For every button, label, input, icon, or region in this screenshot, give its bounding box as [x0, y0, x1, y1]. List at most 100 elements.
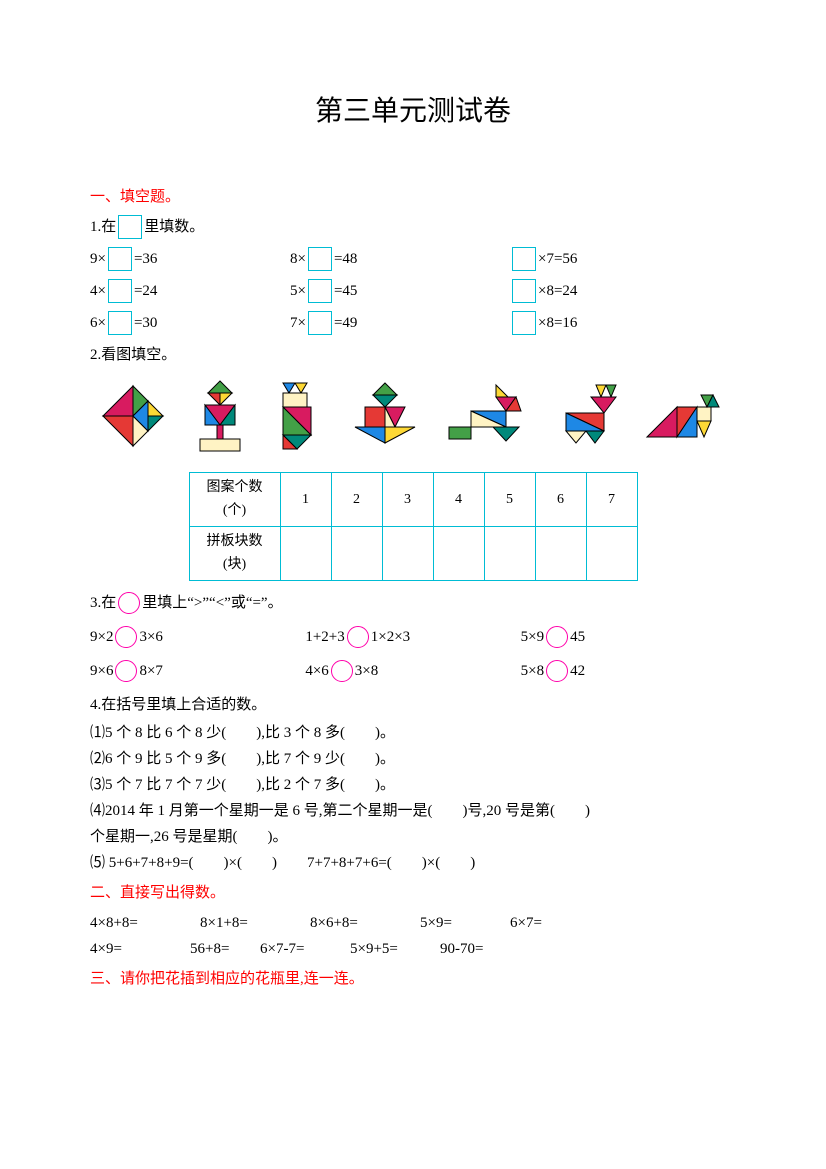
answer-box[interactable]	[512, 279, 536, 303]
tangram-swan	[641, 379, 731, 454]
calc-item: 4×8+8=	[90, 911, 200, 935]
table-row: 图案个数 (个) 1 2 3 4 5 6 7	[189, 473, 637, 527]
eq-pre: 9×	[90, 247, 106, 271]
col-h: 2	[331, 473, 382, 527]
calc-item: 6×7=	[510, 911, 590, 935]
cmp-left: 1+2+3	[305, 625, 344, 649]
q1-prompt-box	[118, 215, 142, 239]
col-h: 1	[280, 473, 331, 527]
equation-cell: ×8=16	[510, 311, 710, 335]
answer-circle[interactable]	[347, 626, 369, 648]
eq-pre: 4×	[90, 279, 106, 303]
q4-subline: ⑵6 个 9 比 5 个 9 多( ),比 7 个 9 少( )。	[90, 747, 736, 771]
cmp-left: 4×6	[305, 659, 328, 683]
answer-box[interactable]	[308, 247, 332, 271]
col-h: 6	[535, 473, 586, 527]
calc-item: 90-70=	[440, 937, 520, 961]
answer-box[interactable]	[108, 247, 132, 271]
tangram-fish	[95, 379, 175, 454]
blank-cell[interactable]	[331, 527, 382, 581]
blank-cell[interactable]	[382, 527, 433, 581]
q4-prompt: 4.在括号里填上合适的数。	[90, 693, 736, 717]
q1-prompt-b: 里填数。	[144, 219, 204, 235]
cmp-right: 45	[570, 625, 585, 649]
calc-item: 4×9=	[90, 937, 190, 961]
q3-prompt: 3.在里填上“>”“<”或“=”。	[90, 591, 736, 615]
calc-item: 56+8=	[190, 937, 260, 961]
equation-cell: ×8=24	[510, 279, 710, 303]
tangram-cat	[265, 379, 335, 464]
q4-subline: ⑶5 个 7 比 7 个 7 少( ),比 2 个 7 多( )。	[90, 773, 736, 797]
q1-prompt: 1.在 里填数。	[90, 215, 736, 240]
answer-box[interactable]	[108, 279, 132, 303]
equation-cell: 8×=48	[290, 247, 510, 271]
answer-box[interactable]	[108, 311, 132, 335]
answer-box[interactable]	[308, 311, 332, 335]
compare-cell: 9×68×7	[90, 659, 305, 683]
calc-item: 5×9+5=	[350, 937, 440, 961]
equation-cell: 7×=49	[290, 311, 510, 335]
answer-circle[interactable]	[115, 626, 137, 648]
compare-cell: 1+2+3 1×2×3	[305, 625, 520, 649]
q4-lines: ⑴5 个 8 比 6 个 8 少( ),比 3 个 8 多( )。⑵6 个 9 …	[90, 721, 736, 875]
answer-box[interactable]	[308, 279, 332, 303]
blank-cell[interactable]	[484, 527, 535, 581]
answer-circle[interactable]	[546, 626, 568, 648]
eq-post: =36	[134, 247, 157, 271]
compare-cell: 5×9 45	[521, 625, 736, 649]
page-title: 第三单元测试卷	[90, 90, 736, 135]
calc-item: 6×7-7=	[260, 937, 350, 961]
equation-row: 4×=245×=45×8=24	[90, 279, 736, 303]
calc-row-1: 4×8+8=8×1+8=8×6+8=5×9=6×7=	[90, 911, 736, 935]
eq-post: ×8=16	[538, 311, 577, 335]
equation-row: 9×=368×=48×7=56	[90, 247, 736, 271]
answer-circle[interactable]	[546, 660, 568, 682]
equation-cell: 5× =45	[290, 279, 510, 303]
blank-cell[interactable]	[586, 527, 637, 581]
q1-prompt-a: 1.在	[90, 219, 116, 235]
eq-pre: 6×	[90, 311, 106, 335]
answer-box[interactable]	[512, 247, 536, 271]
eq-post: =45	[334, 279, 357, 303]
cmp-right: 3×6	[139, 625, 162, 649]
q4-subline: 个星期一,26 号是星期( )。	[90, 825, 736, 849]
calc-item: 8×6+8=	[310, 911, 420, 935]
calc-row-2: 4×9=56+8=6×7-7=5×9+5=90-70=	[90, 937, 736, 961]
q3-prompt-a: 3.在	[90, 595, 116, 611]
equation-cell: 6× =30	[90, 311, 290, 335]
q2-prompt: 2.看图填空。	[90, 343, 736, 367]
eq-pre: 8×	[290, 247, 306, 271]
q4-subline: ⑷2014 年 1 月第一个星期一是 6 号,第二个星期一是( )号,20 号是…	[90, 799, 736, 823]
cmp-left: 5×8	[521, 659, 544, 683]
tangram-runner	[441, 379, 536, 454]
cmp-left: 9×6	[90, 659, 113, 683]
blank-cell[interactable]	[280, 527, 331, 581]
section-3-header: 三、请你把花插到相应的花瓶里,连一连。	[90, 967, 736, 991]
tangram-rabbit	[546, 379, 631, 454]
row2-label: 拼板块数 (块)	[189, 527, 280, 581]
col-h: 4	[433, 473, 484, 527]
answer-box[interactable]	[512, 311, 536, 335]
compare-row: 9×68×74×63×85×842	[90, 659, 736, 683]
eq-post: ×8=24	[538, 279, 577, 303]
col-h: 3	[382, 473, 433, 527]
row1-label: 图案个数 (个)	[189, 473, 280, 527]
calc-item: 8×1+8=	[200, 911, 310, 935]
blank-cell[interactable]	[433, 527, 484, 581]
eq-post: =49	[334, 311, 357, 335]
equation-cell: 9× =36	[90, 247, 290, 271]
answer-circle[interactable]	[115, 660, 137, 682]
section-1-header: 一、填空题。	[90, 185, 736, 209]
eq-pre: 5×	[290, 279, 306, 303]
compare-row: 9×23×61+2+3 1×2×3 5×9 45	[90, 625, 736, 649]
cmp-right: 1×2×3	[371, 625, 410, 649]
eq-post: =30	[134, 311, 157, 335]
blank-cell[interactable]	[535, 527, 586, 581]
col-h: 7	[586, 473, 637, 527]
q3-comparison-grid: 9×23×61+2+3 1×2×3 5×9 45 9×68×74×63×85×842	[90, 625, 736, 683]
answer-circle[interactable]	[331, 660, 353, 682]
q2-count-table: 图案个数 (个) 1 2 3 4 5 6 7 拼板块数 (块)	[189, 472, 638, 581]
q3-prompt-circle	[118, 592, 140, 614]
compare-cell: 9×23×6	[90, 625, 305, 649]
cmp-left: 5×9	[521, 625, 544, 649]
